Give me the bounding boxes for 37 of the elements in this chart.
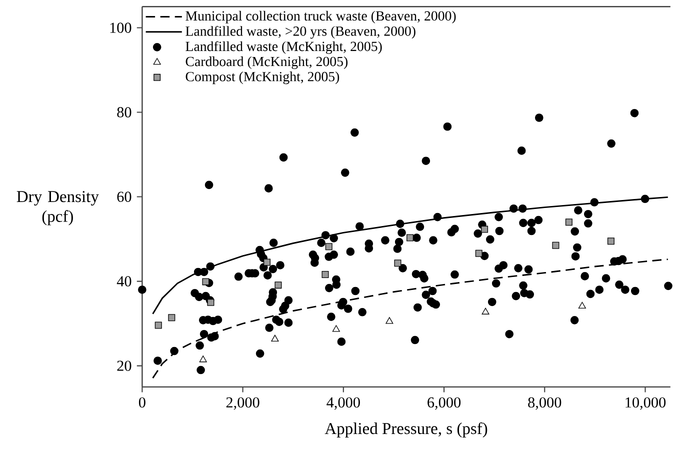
point (406, 234, 414, 242)
point (552, 242, 560, 249)
legend-label: Landfilled waste (McKnight, 2005) (186, 41, 382, 54)
y-axis-title: Dry Density (pcf) (16, 190, 99, 226)
point (578, 302, 586, 308)
point (168, 314, 176, 321)
point (207, 298, 214, 306)
x-axis-title: Applied Pressure, s (psf) (324, 422, 488, 438)
point (274, 281, 282, 288)
y-tick-label: 80 (117, 106, 132, 118)
x-tick-label: 0 (138, 397, 146, 408)
point (475, 250, 482, 257)
point (386, 316, 394, 324)
point (202, 278, 210, 286)
y-tick-label: 100 (110, 22, 132, 33)
x-tick-label: 6,000 (428, 397, 461, 410)
point (271, 334, 279, 342)
y-tick-label: 60 (117, 192, 132, 202)
point (325, 242, 332, 250)
y-tick-label: 40 (116, 276, 132, 286)
point (332, 325, 340, 332)
point (154, 322, 162, 329)
point (482, 308, 490, 314)
point (322, 270, 329, 278)
y-tick-label: 20 (117, 360, 132, 371)
x-tick-label: 2,000 (226, 397, 260, 410)
point (199, 355, 207, 362)
legend-label: Compost (McKnight, 2005) (186, 71, 340, 84)
x-tick-label: 10,000 (626, 397, 666, 410)
point (607, 237, 614, 244)
x-tick-label: 8,000 (528, 397, 562, 410)
x-tick-label: 4,000 (326, 397, 360, 410)
point (565, 218, 572, 226)
legend-label: Cardboard (McKnight, 2005) (186, 56, 348, 69)
legend-label: Landfilled waste, >20 yrs (Beaven, 2000) (186, 26, 416, 39)
point (394, 259, 402, 266)
legend-label: Municipal collection truck waste (Beaven, 2000) (186, 10, 456, 24)
